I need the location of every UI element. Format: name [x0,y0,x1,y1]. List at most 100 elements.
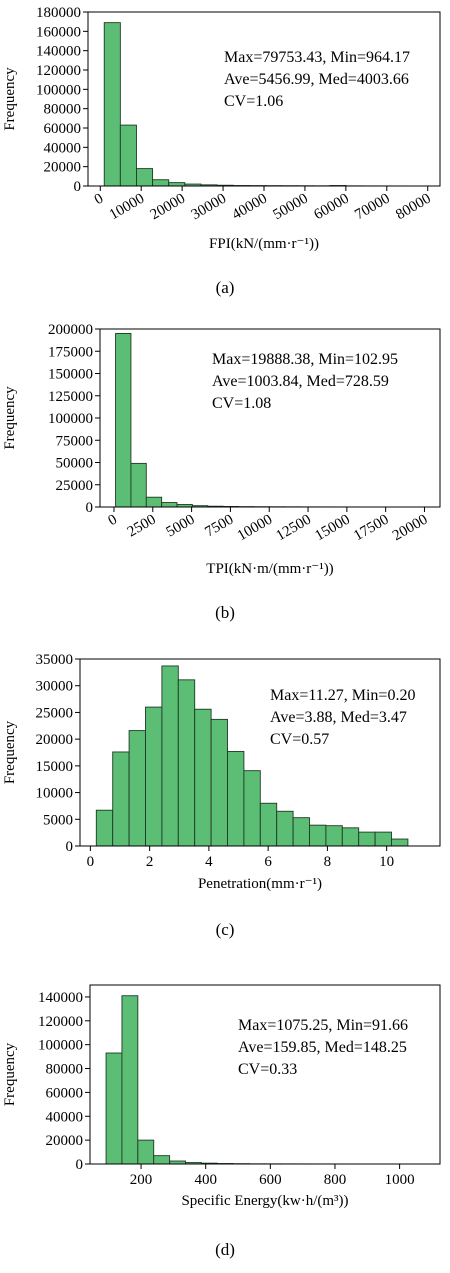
y-tick-label: 25000 [36,705,74,721]
histogram-bar [210,718,228,847]
y-tick-label: 10000 [36,786,74,802]
x-tick-label: 15000 [312,512,352,545]
x-tick-label: 2500 [125,512,159,541]
x-tick-label: 80000 [393,191,433,224]
x-tick-label: 20000 [148,191,188,224]
x-tick-label: 12500 [274,512,314,545]
stats-annotation: Ave=1003.84, Med=728.59 [212,373,389,390]
stats-annotation: Ave=3.88, Med=3.47 [270,709,407,726]
x-axis-label: Specific Energy(kw·h/(m³)) [181,1193,348,1209]
y-tick-label: 175000 [48,344,93,360]
x-axis-label: TPI(kN·m/(mm·r⁻¹)) [206,561,333,577]
x-tick-label: 10000 [107,191,147,224]
panel-label: (a) [216,278,235,297]
x-tick-label: 50000 [270,191,310,224]
y-tick-label: 60000 [44,121,82,137]
histogram-bar [119,124,137,187]
y-tick-label: 80000 [44,102,82,118]
chart-panel-4: 0 20000 40000 60000 80000 100000 120000 140000 2… [2,984,441,1259]
histogram-bar [177,679,196,847]
histogram-bar [341,827,360,847]
x-tick-label: 0 [105,512,119,530]
x-tick-label: 5000 [164,512,198,541]
y-tick-label: 75000 [56,433,94,449]
y-tick-label: 40000 [46,1109,84,1125]
x-tick-label: 6 [264,854,272,870]
y-tick-label: 0 [76,1157,84,1173]
x-tick-label: 0 [92,191,106,209]
stats-annotation: Max=79753.43, Min=964.17 [224,49,410,66]
x-tick-label: 0 [87,854,95,870]
x-tick-label: 10 [379,854,394,870]
histogram-bar [276,810,294,847]
histogram-bar [95,809,114,847]
x-tick-label: 70000 [352,191,392,224]
histogram-bar [112,751,130,847]
y-tick-label: 100000 [38,1038,83,1054]
y-tick-label: 150000 [48,367,93,383]
histogram-bar [168,182,186,187]
stats-annotation: CV=1.08 [212,395,271,412]
x-tick-label: 20000 [390,512,430,545]
x-tick-label: 2 [146,854,154,870]
histogram-bar [358,831,376,847]
x-axis-label: FPI(kN/(mm·r⁻¹)) [209,236,319,252]
chart-panel-3: 0 5000 10000 15000 20000 25000 30000 35000 0 2 4 6 8… [2,652,441,939]
y-tick-label: 5000 [43,812,73,828]
histogram-bar [153,1155,171,1165]
x-tick-label: 4 [205,854,213,870]
stats-annotation: Max=19888.38, Min=102.95 [212,351,398,368]
y-tick-label: 40000 [44,140,82,156]
stats-annotation: Max=11.27, Min=0.20 [270,687,415,704]
panel-label: (d) [215,1240,235,1259]
x-tick-label: 40000 [230,191,270,224]
stats-annotation: Ave=159.85, Med=148.25 [238,1039,407,1056]
histogram-bar [128,730,146,847]
y-tick-label: 0 [66,839,74,855]
histogram-bar [137,1139,155,1165]
x-tick-label: 1000 [385,1172,415,1188]
y-tick-label: 140000 [38,990,83,1006]
plot-frame [89,984,441,1165]
x-tick-label: 10000 [235,512,275,545]
chart-panel-1: 0200004000060000800001000001200001400001… [2,5,441,297]
histogram-bar [121,995,139,1165]
histogram-bar [115,333,132,508]
stats-annotation: CV=1.06 [224,93,283,110]
y-tick-label: 125000 [48,389,93,405]
y-tick-label: 35000 [36,652,74,668]
y-tick-label: 100000 [48,411,93,427]
y-tick-label: 20000 [36,732,74,748]
stats-annotation: Ave=5456.99, Med=4003.66 [224,71,409,88]
x-tick-label: 30000 [189,191,229,224]
histogram-bar [374,831,392,847]
histogram-bar [194,708,212,847]
histogram-bar [391,838,409,847]
y-axis-label: Frequency [2,67,18,131]
histogram-bar [292,817,310,847]
chart-panel-2: 0250005000075000100000125000150000175000… [2,322,441,622]
histogram-bar [130,462,147,508]
y-axis-label: Frequency [2,1042,18,1106]
x-tick-label: 60000 [311,191,351,224]
x-tick-label: 200 [130,1172,153,1188]
y-tick-label: 160000 [36,24,81,40]
histogram-bar [227,750,245,847]
y-tick-label: 50000 [56,456,94,472]
y-tick-label: 120000 [36,63,81,79]
x-tick-label: 400 [194,1172,217,1188]
x-tick-label: 600 [259,1172,282,1188]
y-tick-label: 20000 [46,1133,84,1149]
panel-label: (b) [215,603,235,622]
y-tick-label: 120000 [38,1014,83,1030]
panel-label: (c) [216,920,235,939]
histogram-bar [309,824,327,847]
y-tick-label: 15000 [36,759,74,775]
y-axis-label: Frequency [2,386,18,450]
y-tick-label: 60000 [46,1085,84,1101]
histogram-bar [136,168,154,187]
stats-annotation: CV=0.57 [270,731,329,748]
y-tick-label: 100000 [36,82,81,98]
histogram-bar [259,802,278,847]
y-tick-label: 200000 [48,322,93,338]
